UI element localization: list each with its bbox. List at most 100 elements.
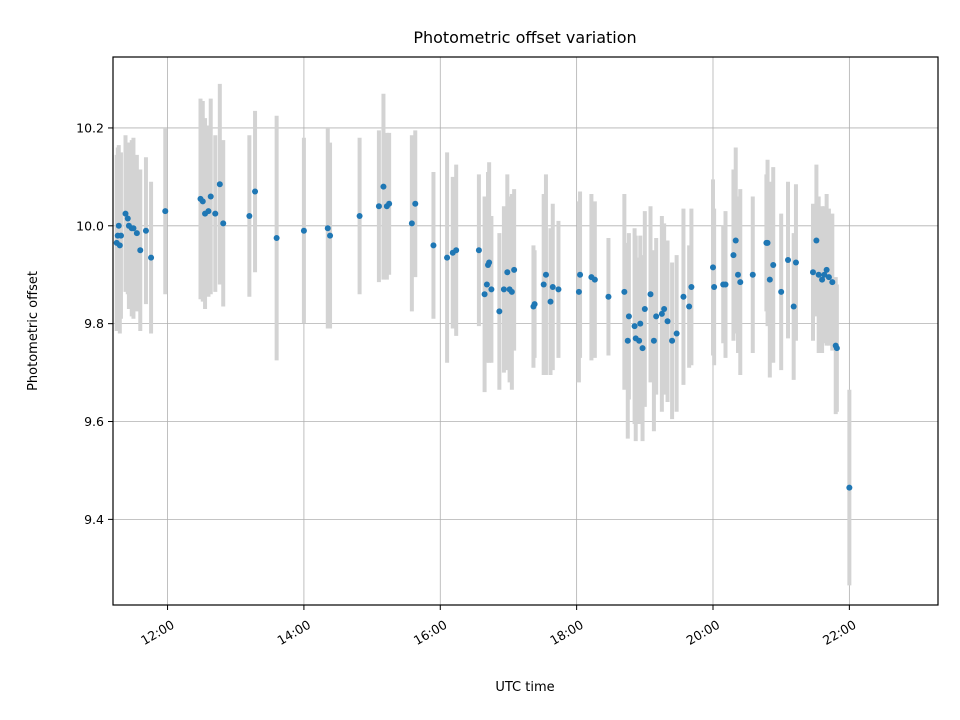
- data-point: [766, 276, 773, 283]
- data-point: [531, 301, 538, 308]
- y-axis-label: Photometric offset: [26, 271, 41, 391]
- y-tick-label: 10.0: [76, 218, 104, 233]
- data-point: [142, 227, 149, 234]
- data-point: [504, 269, 511, 276]
- data-point: [375, 203, 382, 210]
- data-point: [327, 232, 334, 239]
- data-point: [137, 247, 144, 254]
- data-point: [621, 288, 628, 295]
- data-point: [749, 271, 756, 278]
- data-point: [542, 271, 549, 278]
- data-point: [116, 242, 123, 249]
- data-point: [711, 283, 718, 290]
- data-point: [577, 271, 584, 278]
- data-point: [508, 288, 515, 295]
- data-point: [540, 281, 547, 288]
- data-point: [408, 220, 415, 227]
- data-point: [653, 313, 660, 320]
- data-point: [815, 271, 822, 278]
- data-point: [162, 208, 169, 215]
- data-point: [650, 337, 657, 344]
- data-point: [356, 213, 363, 220]
- data-point: [252, 188, 259, 195]
- data-point: [444, 254, 451, 261]
- data-point: [722, 281, 729, 288]
- y-tick-label: 9.8: [84, 316, 104, 331]
- data-point: [661, 305, 668, 312]
- data-point: [770, 261, 777, 268]
- data-point: [732, 237, 739, 244]
- data-point: [647, 291, 654, 298]
- data-point: [819, 276, 826, 283]
- data-point: [636, 337, 643, 344]
- data-point: [730, 252, 737, 259]
- data-point: [790, 303, 797, 310]
- data-point: [664, 318, 671, 325]
- data-point: [823, 266, 830, 273]
- data-point: [216, 181, 223, 188]
- data-point: [641, 305, 648, 312]
- data-point: [481, 291, 488, 298]
- data-point: [488, 286, 495, 293]
- data-point: [511, 266, 518, 273]
- data-point: [380, 183, 387, 190]
- data-point: [821, 271, 828, 278]
- data-point: [486, 259, 493, 266]
- y-tick-label: 9.4: [84, 512, 104, 527]
- x-axis-label: UTC time: [495, 680, 554, 695]
- y-tick-label: 9.6: [84, 414, 104, 429]
- data-point: [591, 276, 598, 283]
- data-point: [686, 303, 693, 310]
- data-point: [430, 242, 437, 249]
- data-point: [669, 337, 676, 344]
- y-axis-ticks: 9.4 9.6 9.8 10.0 10.2: [76, 120, 113, 527]
- data-point: [273, 235, 280, 242]
- data-point: [688, 283, 695, 290]
- data-point: [124, 215, 131, 222]
- y-tick-label: 10.2: [76, 120, 104, 135]
- data-point: [130, 225, 137, 232]
- data-point: [658, 310, 665, 317]
- data-point: [639, 345, 646, 352]
- data-point: [825, 274, 832, 281]
- data-point: [496, 308, 503, 315]
- data-point: [483, 281, 490, 288]
- data-point: [833, 345, 840, 352]
- chart-title: Photometric offset variation: [413, 28, 636, 47]
- data-point: [500, 286, 507, 293]
- data-point: [631, 323, 638, 330]
- data-point: [680, 293, 687, 300]
- data-point: [813, 237, 820, 244]
- data-point: [246, 213, 253, 220]
- data-point: [122, 210, 129, 217]
- data-point: [475, 247, 482, 254]
- data-point: [792, 259, 799, 266]
- data-point: [220, 220, 227, 227]
- data-point: [624, 337, 631, 344]
- data-point: [205, 208, 212, 215]
- data-point: [555, 286, 562, 293]
- data-point: [549, 283, 556, 290]
- data-point: [764, 239, 771, 246]
- data-point: [547, 298, 554, 305]
- data-point: [207, 193, 214, 200]
- data-point: [810, 269, 816, 276]
- data-point: [300, 227, 307, 234]
- plot-frame: [112, 56, 939, 606]
- data-point: [625, 313, 632, 320]
- data-point: [148, 254, 155, 261]
- data-point: [846, 484, 853, 491]
- data-point: [785, 257, 791, 264]
- data-points: [113, 181, 853, 491]
- data-point: [324, 225, 331, 232]
- data-point: [453, 247, 460, 254]
- data-point: [735, 271, 741, 278]
- data-point: [605, 293, 612, 300]
- data-point: [710, 264, 716, 271]
- data-point: [778, 288, 785, 295]
- data-point: [212, 210, 219, 217]
- data-point: [133, 230, 140, 237]
- data-point: [386, 200, 393, 207]
